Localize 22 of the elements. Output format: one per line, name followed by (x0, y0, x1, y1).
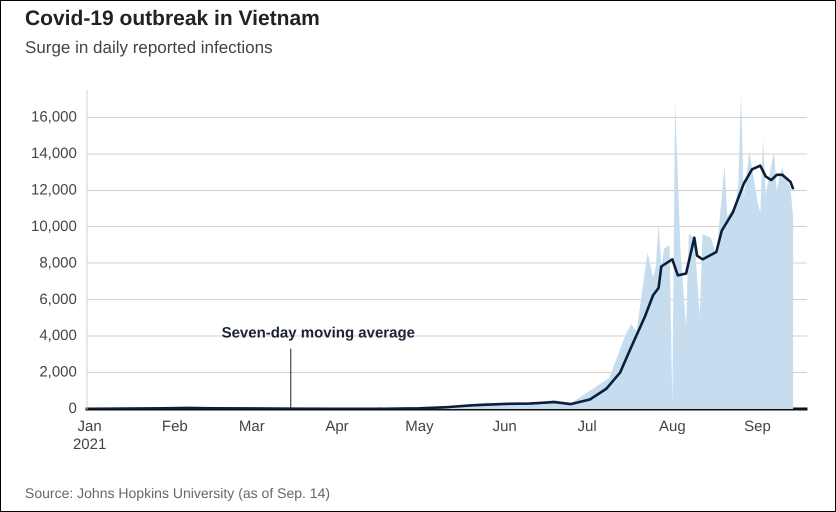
chart-title: Covid-19 outbreak in Vietnam (25, 7, 320, 31)
annotation: Seven-day moving average (222, 324, 415, 342)
x-tick-label: Feb (162, 418, 188, 436)
y-tick-label: 0 (68, 400, 77, 418)
x-tick-label: Jul (578, 418, 597, 436)
y-tick-label: 2,000 (39, 364, 77, 381)
source-note: Source: Johns Hopkins University (as of Sep. 14) (25, 485, 330, 501)
x-tick-label: Sep (744, 418, 771, 436)
y-tick-label: 6,000 (39, 290, 77, 308)
x-tick-label: Aug (658, 418, 686, 436)
x-tick-label: Jun (492, 418, 517, 436)
x-tick-label: May (405, 418, 434, 436)
x-tick-label: Mar (238, 418, 265, 436)
y-tick-label: 8,000 (39, 254, 77, 272)
y-tick-label: 12,000 (30, 181, 77, 198)
y-tick-label: 4,000 (39, 327, 77, 344)
y-tick-label: 16,000 (30, 108, 77, 126)
y-tick-label: 14,000 (30, 144, 77, 162)
y-tick-label: 10,000 (30, 218, 77, 235)
x-tick-label: Apr (325, 418, 349, 436)
x-tick-label: Jan 2021 (72, 418, 106, 454)
chart-subtitle: Surge in daily reported infections (25, 38, 273, 58)
